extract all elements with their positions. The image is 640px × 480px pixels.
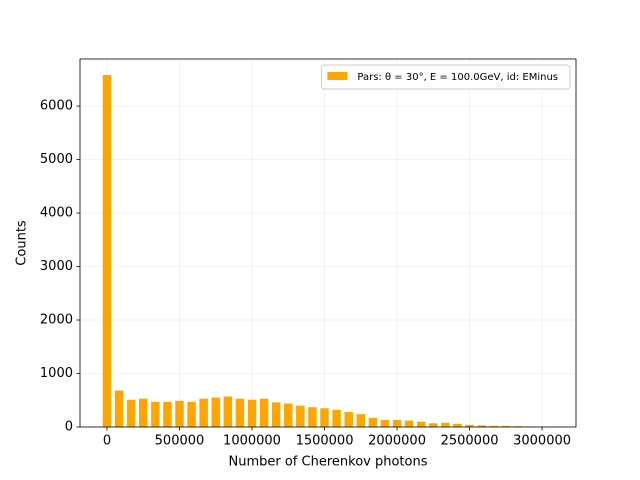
bar — [284, 403, 293, 427]
bar — [139, 398, 148, 427]
bar — [235, 398, 245, 427]
legend-swatch — [327, 72, 348, 80]
legend-box — [320, 64, 571, 90]
y-axis-label: Counts — [15, 220, 30, 266]
bar — [187, 401, 196, 427]
bar — [513, 426, 523, 427]
bar — [489, 425, 498, 427]
y-tick-label: 0 — [65, 420, 73, 435]
x-tick-label: 1000000 — [223, 434, 281, 449]
bar — [259, 398, 269, 427]
x-axis-label: Number of Cherenkov photons — [229, 455, 428, 470]
bar — [175, 400, 184, 427]
bar — [247, 399, 257, 427]
legend-label: Pars: θ = 30°, E = 100.0GeV, id: EMinus — [357, 72, 558, 83]
bar — [151, 401, 160, 427]
x-tick-label: 2000000 — [368, 434, 426, 449]
y-tick-label: 5000 — [40, 152, 73, 167]
bar — [368, 417, 378, 427]
bar — [429, 423, 438, 427]
y-tick-label: 3000 — [40, 259, 73, 274]
bar — [356, 414, 366, 427]
y-tick-label: 6000 — [40, 99, 73, 114]
legend: Pars: θ = 30°, E = 100.0GeV, id: EMinus — [320, 64, 571, 90]
bar — [199, 398, 208, 427]
bar — [308, 407, 317, 427]
bar — [344, 412, 353, 427]
y-tick-label: 1000 — [40, 366, 73, 381]
x-tick-label: 0 — [103, 434, 111, 449]
bar — [271, 402, 281, 427]
x-tick-label: 2500000 — [441, 434, 499, 449]
bar — [102, 75, 112, 427]
bar — [332, 409, 341, 427]
bar — [404, 420, 414, 427]
axes-frame — [79, 58, 577, 428]
bar — [465, 424, 474, 427]
x-tick-label: 3000000 — [513, 434, 571, 449]
bar — [211, 397, 220, 427]
x-tick-label: 500000 — [155, 434, 205, 449]
bar — [501, 425, 511, 427]
y-tick-label: 2000 — [40, 313, 73, 328]
x-tick-label: 1500000 — [296, 434, 354, 449]
bar — [296, 405, 305, 427]
bar — [416, 421, 426, 427]
bar — [126, 399, 136, 427]
bar — [223, 396, 233, 427]
bar — [392, 420, 402, 427]
bar — [441, 422, 450, 427]
bar — [380, 420, 390, 427]
bar — [477, 425, 486, 427]
bar — [320, 408, 329, 427]
bar — [114, 390, 124, 427]
y-tick-label: 4000 — [40, 206, 73, 221]
bar — [163, 401, 172, 427]
bar — [453, 423, 462, 427]
